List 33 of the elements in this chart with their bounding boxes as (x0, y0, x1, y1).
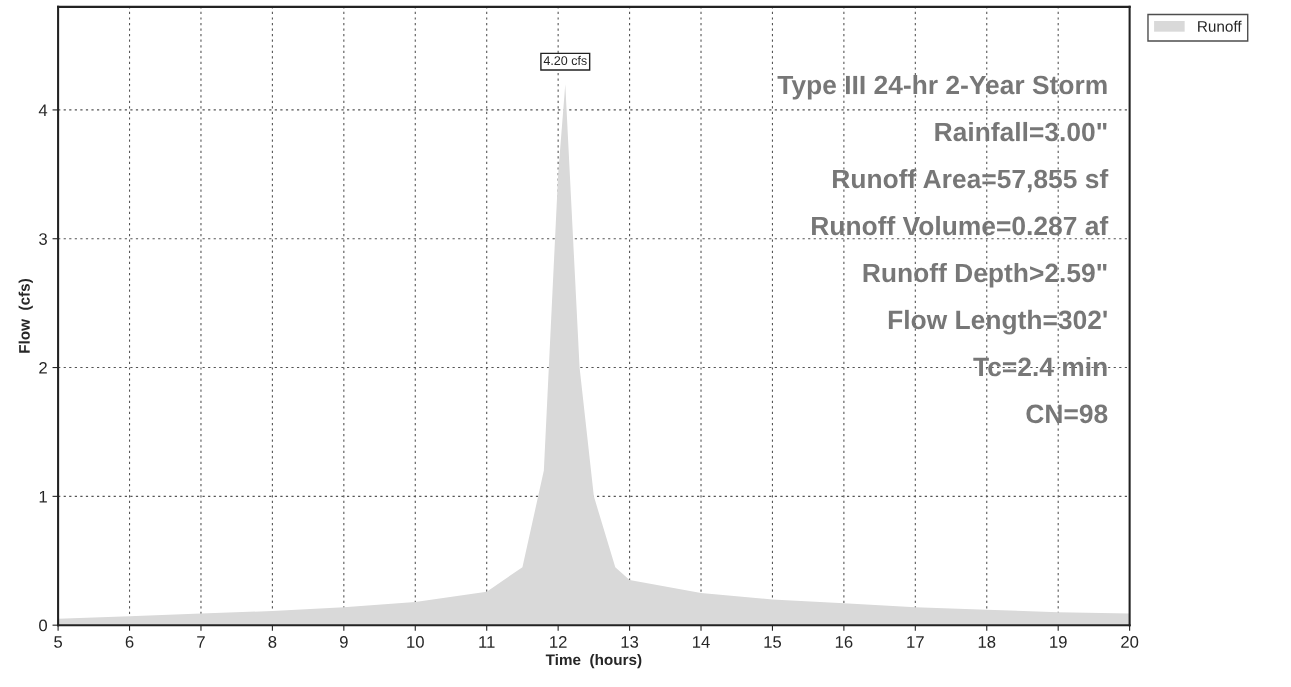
annotation: Rainfall=3.00" (935, 121, 1107, 142)
x-tick-label: 5 (54, 636, 63, 648)
x-tick-label: 17 (907, 636, 924, 648)
x-tick-label: 16 (835, 636, 853, 648)
y-tick-label: 4 (38, 104, 48, 116)
y-tick-label: 1 (39, 490, 47, 503)
x-tick-label: 9 (339, 636, 348, 648)
x-tick-label: 13 (621, 636, 639, 648)
x-tick-label: 11 (479, 636, 495, 648)
y-tick-label: 0 (39, 619, 48, 632)
x-tick-label: 8 (268, 636, 277, 648)
y-axis-title: Flow (cfs) (18, 279, 33, 353)
annotation: Tc=2.4 min (973, 356, 1107, 377)
annotation: Type III 24-hr 2-Year Storm (777, 74, 1107, 100)
annotation: CN=98 (1026, 404, 1108, 424)
x-tick-label: 20 (1121, 636, 1139, 648)
x-axis-title: Time (hours) (545, 653, 642, 669)
annotation: Runoff Area=57,855 sf (833, 168, 1109, 193)
x-tick-label: 10 (407, 636, 424, 648)
x-tick-label: 7 (197, 636, 205, 648)
y-tick-label: 3 (39, 233, 47, 245)
x-tick-label: 15 (764, 636, 782, 648)
legend-label: Runoff (1198, 20, 1242, 32)
x-tick-label: 19 (1050, 636, 1067, 648)
x-tick-label: 18 (978, 636, 996, 648)
annotation: 4.20 cfs (543, 55, 587, 66)
annotation: Runoff Volume=0.287 af (812, 215, 1109, 236)
annotation: Flow Length=302' (888, 309, 1107, 335)
x-tick-label: 12 (550, 636, 567, 648)
y-tick-label: 2 (39, 361, 47, 374)
x-tick-label: 6 (125, 636, 134, 648)
annotation: Runoff Depth>2.59" (863, 262, 1107, 288)
x-tick-label: 14 (693, 636, 710, 648)
